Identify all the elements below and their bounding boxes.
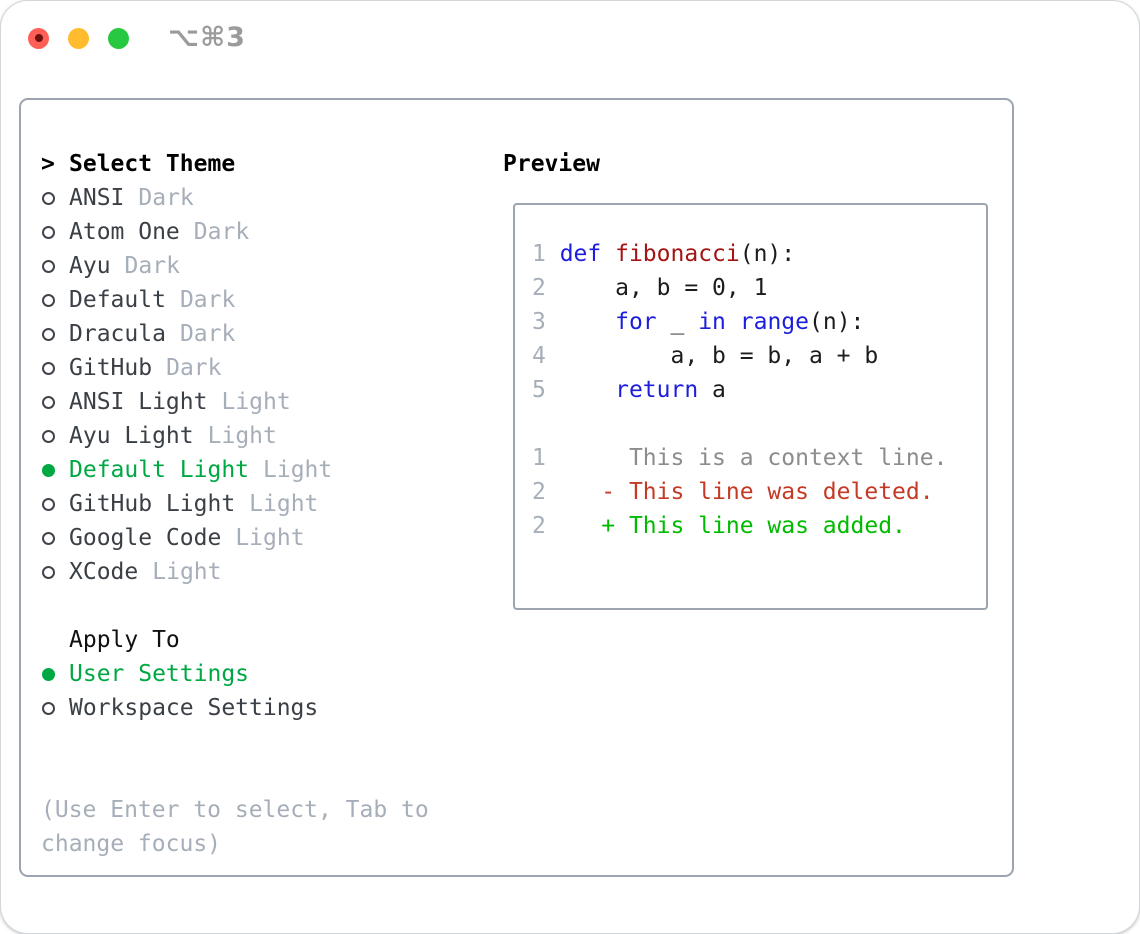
code-token: for bbox=[615, 309, 657, 335]
theme-item-github-light[interactable]: GitHub Light Light bbox=[41, 487, 429, 521]
code-token: def bbox=[559, 241, 602, 267]
code-token bbox=[560, 377, 615, 403]
preview-code-box: 1 def fibonacci(n): 2 a, b = 0, 1 3 for … bbox=[513, 203, 988, 610]
theme-item-github-dark[interactable]: GitHub Dark bbox=[41, 351, 429, 385]
code-token bbox=[560, 309, 615, 335]
code-token: return bbox=[615, 377, 699, 403]
zoom-button[interactable] bbox=[108, 27, 129, 49]
keyboard-hint: (Use Enter to select, Tab to change focus… bbox=[41, 797, 429, 857]
window-title: ⌥⌘3 bbox=[168, 22, 246, 53]
code-token: (n): bbox=[739, 241, 796, 267]
code-token: range bbox=[739, 309, 809, 335]
code-token: 2 bbox=[532, 479, 546, 505]
code-token: 5 bbox=[532, 377, 560, 403]
radio-icon bbox=[42, 361, 55, 375]
apply-option-workspace-settings[interactable]: Workspace Settings bbox=[41, 691, 429, 725]
theme-item-atom-one-dark[interactable]: Atom One Dark bbox=[41, 215, 429, 249]
radio-selected-icon bbox=[42, 463, 55, 477]
code-token: 1 bbox=[532, 241, 560, 267]
code-token: _ bbox=[656, 309, 699, 335]
code-token: a bbox=[698, 377, 726, 403]
code-token: (n): bbox=[809, 309, 865, 335]
radio-icon bbox=[42, 701, 55, 715]
radio-icon bbox=[42, 327, 55, 341]
code-token: 4 bbox=[532, 343, 560, 369]
code-token bbox=[726, 309, 740, 335]
theme-item-dracula-dark[interactable]: Dracula Dark bbox=[41, 317, 429, 351]
code-token: 1 bbox=[532, 445, 546, 471]
radio-icon bbox=[42, 497, 55, 511]
theme-item-ayu-dark[interactable]: Ayu Dark bbox=[41, 249, 429, 283]
theme-item-ansi-dark[interactable]: ANSI Dark bbox=[41, 181, 429, 215]
code-token: a, b = 0, 1 bbox=[559, 275, 768, 301]
code-token: 3 bbox=[532, 309, 560, 335]
radio-icon bbox=[42, 225, 55, 239]
theme-item-default-light[interactable]: Default Light Light bbox=[41, 453, 429, 487]
code-line: 2 a, b = 0, 1 bbox=[532, 271, 986, 305]
focus-cursor: > bbox=[41, 151, 55, 177]
code-token: fibonacci bbox=[615, 241, 740, 267]
select-theme-header: > Select Theme bbox=[41, 147, 429, 181]
diff-added-line: 2 + This line was added. bbox=[532, 509, 986, 543]
blank-line bbox=[532, 407, 986, 441]
apply-option-user-settings[interactable]: User Settings bbox=[41, 657, 429, 691]
theme-selector-panel: > Select Theme ANSI Dark Atom One Dark A… bbox=[19, 98, 1014, 877]
code-line: 3 for _ in range(n): bbox=[532, 305, 986, 339]
code-token bbox=[546, 479, 601, 505]
select-theme-title: Select Theme bbox=[69, 151, 236, 177]
minimize-button[interactable] bbox=[68, 27, 89, 49]
theme-item-xcode-light[interactable]: XCode Light bbox=[41, 555, 429, 589]
radio-icon bbox=[42, 259, 55, 273]
radio-icon bbox=[42, 565, 55, 579]
apply-to-header: Apply To bbox=[69, 627, 180, 653]
code-token bbox=[601, 241, 615, 267]
radio-icon bbox=[42, 395, 55, 409]
code-token: - This line was deleted. bbox=[601, 479, 934, 505]
theme-item-ansi-light[interactable]: ANSI Light Light bbox=[41, 385, 429, 419]
radio-icon bbox=[42, 531, 55, 545]
preview-title: Preview bbox=[503, 151, 600, 177]
radio-icon bbox=[42, 429, 55, 443]
code-line: 1 def fibonacci(n): bbox=[532, 237, 986, 271]
radio-icon bbox=[42, 191, 55, 205]
titlebar bbox=[28, 27, 129, 49]
code-line: 4 a, b = b, a + b bbox=[532, 339, 986, 373]
code-token: This is a context line. bbox=[545, 445, 948, 471]
code-token bbox=[546, 513, 601, 539]
diff-context-line: 1 This is a context line. bbox=[532, 441, 986, 475]
radio-selected-icon bbox=[42, 667, 55, 681]
code-token: a, b = b, a + b bbox=[559, 343, 879, 369]
code-token: 2 bbox=[532, 275, 560, 301]
diff-deleted-line: 2 - This line was deleted. bbox=[532, 475, 986, 509]
code-token: in bbox=[698, 309, 726, 335]
theme-list: > Select Theme ANSI Dark Atom One Dark A… bbox=[41, 147, 429, 861]
radio-icon bbox=[42, 293, 55, 307]
theme-item-google-code-light[interactable]: Google Code Light bbox=[41, 521, 429, 555]
code-token: 2 bbox=[532, 513, 546, 539]
theme-item-ayu-light[interactable]: Ayu Light Light bbox=[41, 419, 429, 453]
code-line: 5 return a bbox=[532, 373, 986, 407]
close-button[interactable] bbox=[28, 27, 49, 49]
theme-item-default-dark[interactable]: Default Dark bbox=[41, 283, 429, 317]
code-token: + This line was added. bbox=[601, 513, 906, 539]
